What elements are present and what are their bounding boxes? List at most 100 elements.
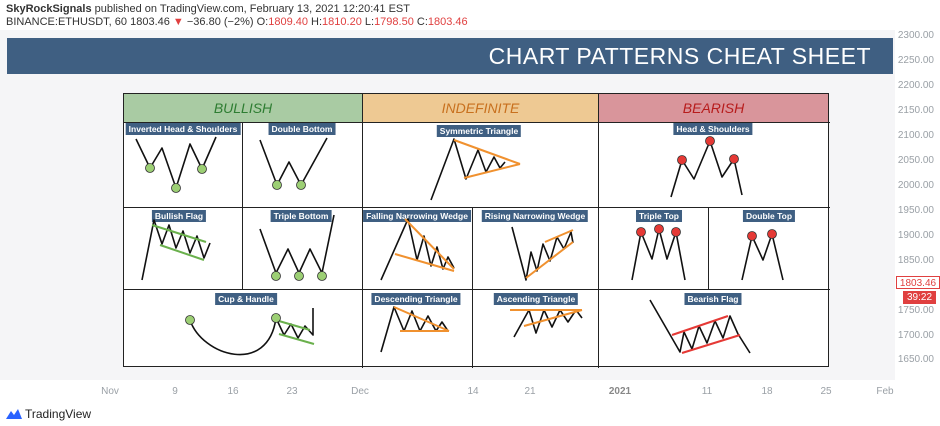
- falling-wedge-path: [380, 218, 455, 281]
- pattern-illustrations: [135, 136, 784, 356]
- title-banner: CHART PATTERNS CHEAT SHEET: [7, 38, 893, 74]
- falling-wedge-upper: [404, 218, 455, 270]
- published-text: published on TradingView.com, February 1…: [94, 3, 410, 15]
- green-marker: [197, 164, 207, 174]
- grid-line: [472, 207, 473, 368]
- time-tick: Dec: [351, 386, 369, 397]
- asc-tri-lower: [523, 309, 583, 327]
- cheat-sheet-table: BULLISH INDEFINITE BEARISH Inverted Head…: [123, 93, 830, 368]
- green-marker: [296, 180, 306, 190]
- desc-tri-upper: [393, 306, 450, 332]
- red-marker: [705, 136, 715, 146]
- bearish-flag-path: [649, 299, 751, 354]
- green-marker: [317, 271, 327, 281]
- pattern-label-descending-triangle: Descending Triangle: [371, 293, 461, 305]
- price-tick: 2150.00: [897, 105, 934, 116]
- pattern-label-double-top: Double Top: [742, 210, 796, 222]
- pattern-label-ascending-triangle: Ascending Triangle: [493, 293, 579, 305]
- green-marker: [171, 183, 181, 193]
- double-top-path: [741, 233, 784, 281]
- chart-header: SkyRockSignals published on TradingView.…: [0, 0, 940, 30]
- price-tick: 1750.00: [897, 305, 934, 316]
- price-axis[interactable]: 2300.00 2250.00 2200.00 2150.00 2100.00 …: [895, 30, 940, 380]
- sym-upper-line: [453, 139, 521, 165]
- red-marker: [636, 227, 646, 237]
- time-tick: 16: [227, 386, 239, 397]
- grid-line: [708, 207, 709, 289]
- time-tick: 23: [286, 386, 298, 397]
- high-label: H:: [311, 16, 323, 28]
- bullish-flag-upper: [151, 224, 207, 243]
- bar-countdown: 39:22: [903, 291, 936, 304]
- pattern-label-bearish-flag: Bearish Flag: [684, 293, 742, 305]
- price-tick: 1700.00: [897, 330, 934, 341]
- price-tick: 2250.00: [897, 55, 934, 66]
- price-tick: 1850.00: [897, 255, 934, 266]
- price-tick: 2000.00: [897, 180, 934, 191]
- pattern-label-symmetric-triangle: Symmetric Triangle: [436, 125, 522, 137]
- price-tick: 2200.00: [897, 80, 934, 91]
- inverted-hs-path: [135, 136, 217, 189]
- rising-wedge-lower: [525, 241, 574, 279]
- time-tick: 21: [524, 386, 536, 397]
- tradingview-logo-icon[interactable]: [6, 407, 22, 419]
- pattern-label-falling-wedge: Falling Narrowing Wedge: [363, 210, 471, 222]
- double-bottom-path: [259, 137, 328, 186]
- grid-line: [124, 122, 830, 123]
- low-value: 1798.50: [374, 16, 414, 28]
- red-marker: [767, 229, 777, 239]
- green-marker: [145, 163, 155, 173]
- banner-title: CHART PATTERNS CHEAT SHEET: [488, 43, 871, 69]
- low-label: L:: [364, 16, 375, 28]
- time-tick: 9: [172, 386, 178, 397]
- red-marker: [671, 227, 681, 237]
- author-name[interactable]: SkyRockSignals: [6, 3, 92, 15]
- close-label: C:: [416, 16, 428, 28]
- price-tick: 2050.00: [897, 155, 934, 166]
- rising-wedge-upper: [544, 229, 574, 243]
- falling-wedge-lower: [394, 253, 455, 272]
- pattern-label-double-bottom: Double Bottom: [268, 123, 336, 135]
- cup-handle-path: [189, 308, 314, 356]
- bearish-flag-upper: [671, 314, 729, 337]
- pattern-label-triple-top: Triple Top: [636, 210, 682, 222]
- price-tick: 1900.00: [897, 230, 934, 241]
- descending-triangle-path: [380, 306, 449, 353]
- price-tick: 1950.00: [897, 205, 934, 216]
- indefinite-header: INDEFINITE: [362, 94, 598, 122]
- rising-wedge-path: [511, 226, 574, 281]
- pattern-label-head-shoulders: Head & Shoulders: [673, 123, 753, 135]
- grid-line: [124, 207, 830, 208]
- down-arrow-icon: ▼: [172, 16, 184, 28]
- sym-lower-line: [463, 163, 521, 179]
- price-change: −36.80 (−2%): [186, 16, 254, 28]
- red-marker: [729, 154, 739, 164]
- close-value: 1803.46: [427, 16, 468, 28]
- last-price-marker: 1803.46: [896, 276, 940, 289]
- green-marker: [294, 271, 304, 281]
- bullish-header: BULLISH: [124, 94, 362, 122]
- pattern-label-bullish-flag: Bullish Flag: [151, 210, 207, 222]
- publish-line: SkyRockSignals published on TradingView.…: [6, 3, 410, 15]
- red-marker: [654, 224, 664, 234]
- red-marker: [747, 231, 757, 241]
- symbol-name[interactable]: BINANCE:ETHUSDT, 60: [6, 16, 128, 28]
- green-marker: [272, 180, 282, 190]
- high-value: 1810.20: [322, 16, 362, 28]
- grid-line: [598, 94, 599, 368]
- footer: TradingView: [0, 402, 940, 426]
- tradingview-brand[interactable]: TradingView: [25, 407, 92, 421]
- pattern-label-inverted-hs: Inverted Head & Shoulders: [125, 123, 241, 135]
- head-shoulders-path: [670, 140, 743, 198]
- bullish-flag-lower: [159, 244, 205, 261]
- time-tick: 25: [820, 386, 832, 397]
- time-axis[interactable]: Nov 9 16 23 Dec 14 21 2021 11 18 25 Feb: [0, 380, 895, 400]
- open-label: O:: [256, 16, 269, 28]
- triple-bottom-path: [259, 214, 335, 274]
- grid-line: [242, 122, 243, 289]
- time-tick: 18: [761, 386, 773, 397]
- bearish-flag-lower: [681, 333, 741, 355]
- symbol-line: BINANCE:ETHUSDT, 60 1803.46 ▼ −36.80 (−2…: [6, 16, 468, 28]
- symmetric-triangle-path: [430, 138, 506, 201]
- ascending-triangle-path: [513, 309, 583, 338]
